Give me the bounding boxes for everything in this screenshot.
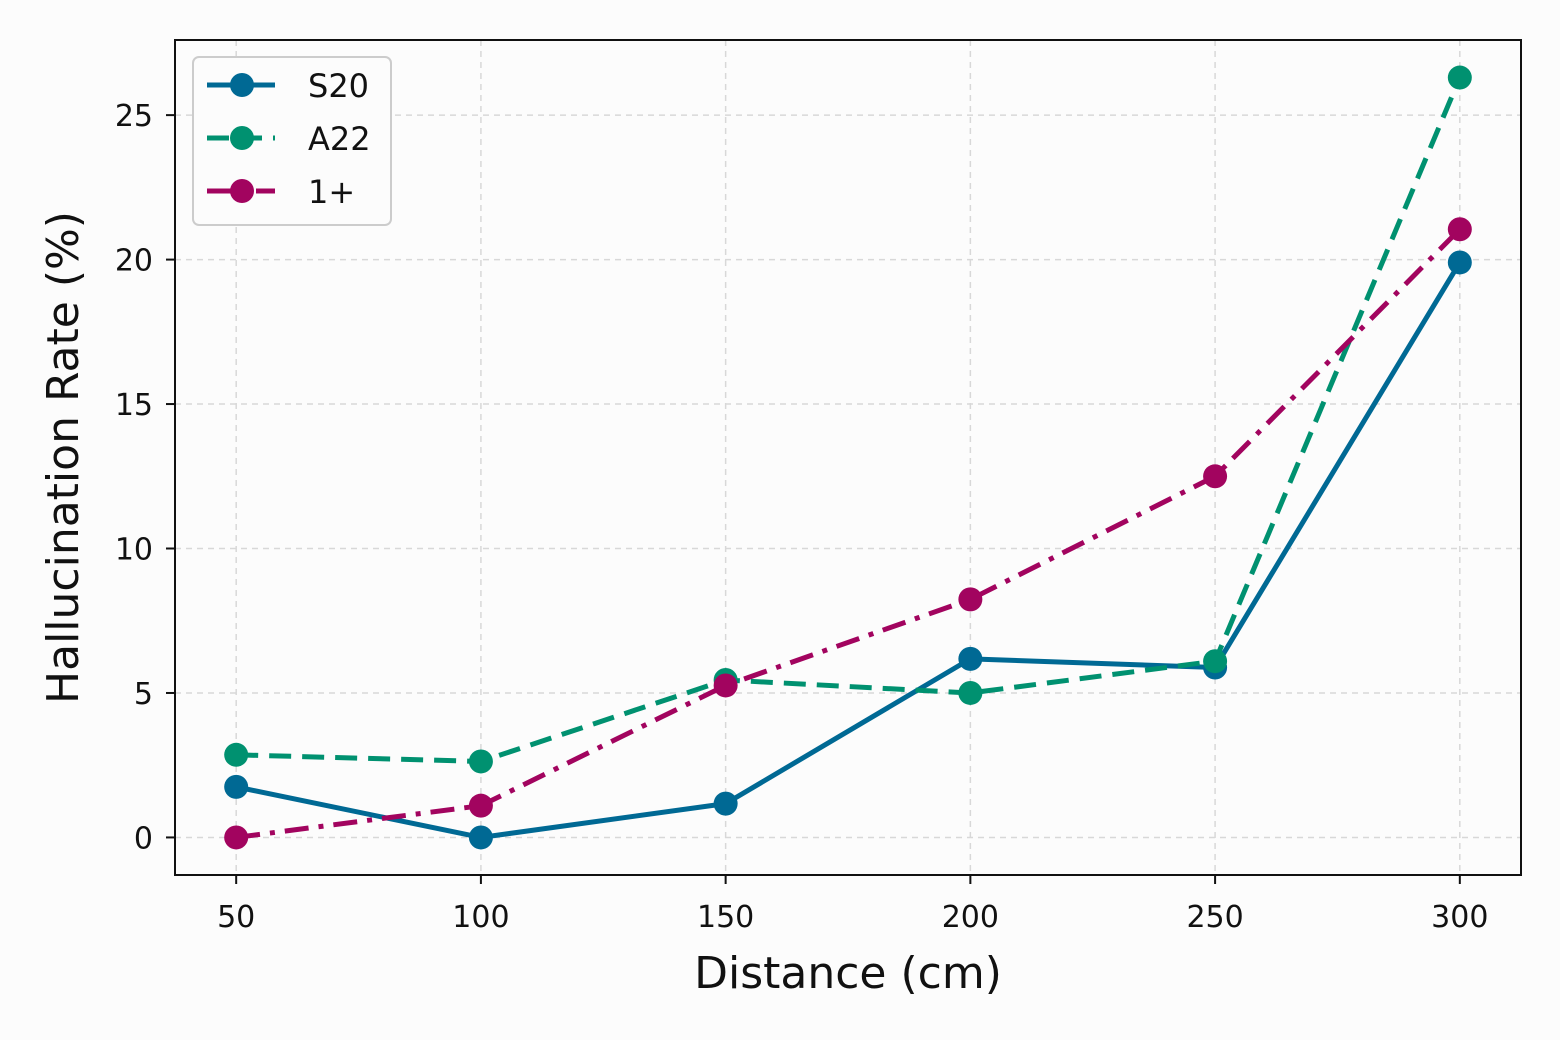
y-tick-label: 15: [115, 388, 153, 423]
plot-area-frame: [174, 39, 1522, 876]
x-axis-title: Distance (cm): [694, 948, 1002, 999]
data-point: [1447, 250, 1472, 275]
x-tick-label: 150: [697, 900, 754, 935]
data-point: [1447, 65, 1472, 90]
series-group: [224, 65, 1472, 850]
data-point: [958, 587, 983, 612]
legend-swatch-marker: [230, 73, 254, 97]
y-tick-label: 5: [134, 677, 153, 712]
x-tick-label: 300: [1431, 900, 1488, 935]
data-point: [468, 825, 493, 850]
data-point: [958, 680, 983, 705]
series-line: [236, 76, 1463, 764]
legend-label: 1+: [308, 173, 355, 211]
legend: S20 A22 1+: [192, 56, 392, 226]
data-point: [224, 825, 249, 850]
data-point: [713, 673, 738, 698]
legend-swatch-marker: [230, 126, 254, 150]
y-tick-label: 20: [115, 244, 153, 279]
data-point: [1447, 217, 1472, 242]
grid: [175, 40, 1521, 875]
y-tick-label: 10: [115, 533, 153, 568]
legend-swatch-marker: [230, 179, 254, 203]
axis-ticks: 50 100 150 200 250 300 0 5 10 15 20 25: [115, 99, 1489, 935]
series-1: [224, 217, 1472, 850]
data-point: [224, 774, 249, 799]
y-tick-label: 25: [115, 99, 153, 134]
data-point: [713, 791, 738, 816]
series-line: [235, 227, 1462, 840]
data-point: [468, 749, 493, 774]
y-tick-label: 0: [134, 821, 153, 856]
y-axis-title: Hallucination Rate (%): [38, 211, 89, 704]
data-point: [1203, 464, 1228, 489]
data-point: [958, 646, 983, 671]
series-line: [235, 261, 1462, 840]
legend-label: S20: [308, 67, 369, 105]
x-tick-label: 50: [217, 900, 255, 935]
x-tick-label: 100: [452, 900, 509, 935]
data-point: [224, 742, 249, 767]
data-point: [1203, 649, 1228, 674]
legend-label: A22: [308, 120, 371, 158]
x-tick-label: 250: [1186, 900, 1243, 935]
x-tick-label: 200: [942, 900, 999, 935]
series-a22: [224, 65, 1472, 774]
data-point: [468, 793, 493, 818]
